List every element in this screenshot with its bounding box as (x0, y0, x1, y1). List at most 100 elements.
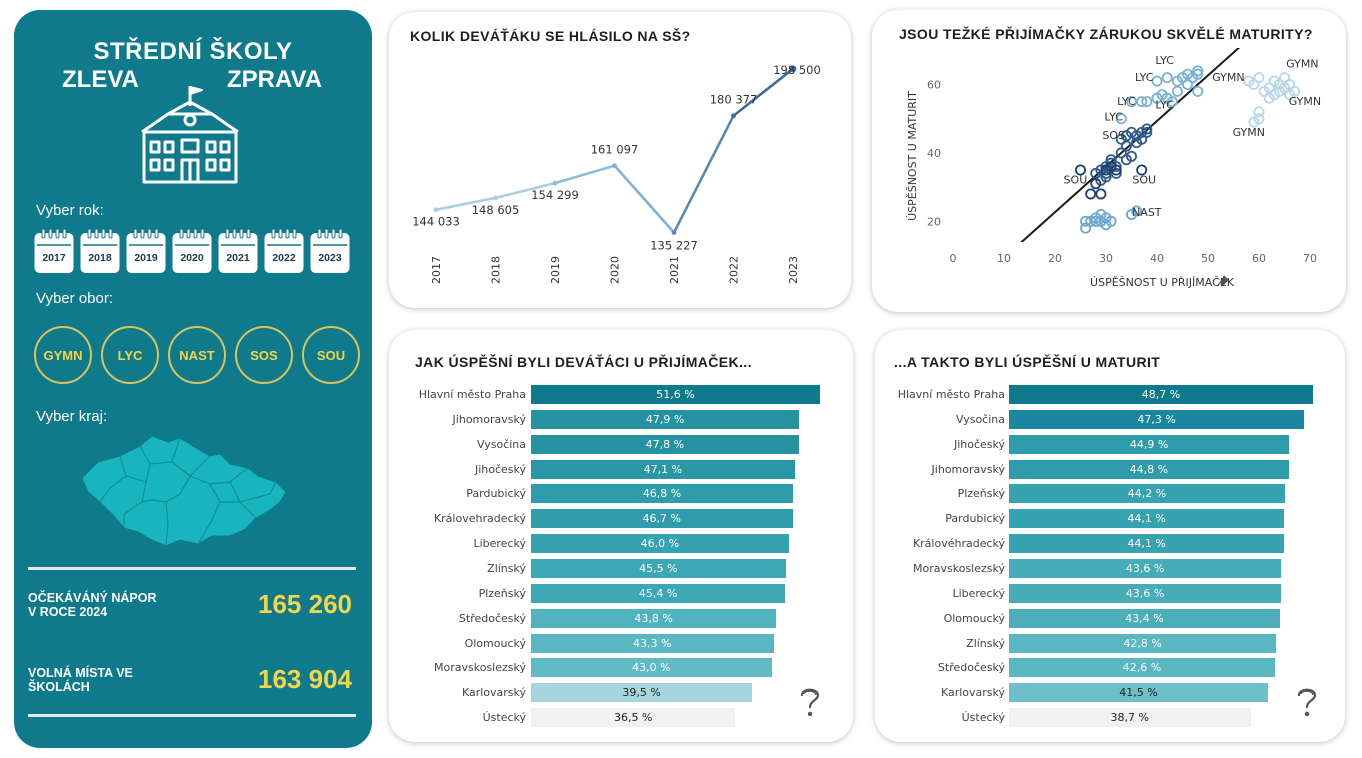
bar[interactable] (531, 409, 800, 429)
data-point[interactable] (671, 230, 677, 235)
scatter-point-sou[interactable] (1090, 178, 1102, 190)
year-button-2021[interactable]: 2021 (218, 228, 258, 274)
bar[interactable] (531, 434, 799, 454)
scatter-point-sos[interactable] (1090, 167, 1102, 179)
bar[interactable] (531, 509, 793, 529)
scatter-point-nast[interactable] (1090, 215, 1102, 227)
bar[interactable] (1009, 484, 1285, 504)
scatter-point-sos[interactable] (1100, 167, 1112, 179)
scatter-point-lyc[interactable] (1192, 65, 1204, 77)
scatter-point-nast[interactable] (1095, 208, 1107, 220)
scatter-point-lyc[interactable] (1166, 96, 1178, 108)
question-mark-icon[interactable] (798, 684, 822, 718)
scatter-point-gymn[interactable] (1289, 85, 1301, 97)
scatter-point-sou[interactable] (1095, 188, 1107, 200)
bar[interactable] (531, 633, 774, 653)
scatter-point-nast[interactable] (1080, 215, 1092, 227)
bar[interactable] (1009, 534, 1285, 554)
scatter-point-sou[interactable] (1136, 164, 1148, 176)
year-button-2023[interactable]: 2023 (310, 228, 350, 274)
bar[interactable] (1009, 683, 1269, 703)
scatter-point-gymn[interactable] (1248, 79, 1260, 91)
data-point[interactable] (552, 180, 558, 186)
bar[interactable] (1009, 633, 1277, 653)
divider (28, 567, 356, 570)
bar[interactable] (1009, 558, 1282, 578)
pin-icon[interactable] (1217, 275, 1229, 286)
scatter-point-sos[interactable] (1115, 147, 1127, 159)
bar[interactable] (531, 459, 795, 479)
obor-button-sou[interactable]: SOU (302, 326, 360, 384)
scatter-point-nast[interactable] (1080, 222, 1092, 234)
scatter-point-lyc[interactable] (1192, 85, 1204, 97)
scatter-point-sos[interactable] (1120, 140, 1132, 152)
obor-button-gymn[interactable]: GYMN (34, 326, 92, 384)
bar[interactable] (531, 658, 772, 678)
scatter-point-lyc[interactable] (1115, 113, 1127, 125)
bar[interactable] (531, 683, 753, 703)
scatter-point-lyc[interactable] (1182, 79, 1194, 91)
bar[interactable] (531, 534, 789, 554)
scatter-point-nast[interactable] (1131, 205, 1143, 217)
bar[interactable] (1009, 509, 1285, 529)
data-point[interactable] (433, 207, 439, 213)
bar[interactable] (1009, 459, 1289, 479)
bar[interactable] (531, 708, 736, 728)
scatter-point-gymn[interactable] (1253, 72, 1265, 84)
scatter-point-sos[interactable] (1105, 154, 1117, 166)
scatter-point-sou[interactable] (1110, 164, 1122, 176)
scatter-point-gymn[interactable] (1284, 79, 1296, 91)
scatter-point-sos[interactable] (1136, 133, 1148, 145)
czech-regions-map-icon[interactable] (80, 432, 292, 552)
scatter-point-gymn[interactable] (1278, 72, 1290, 84)
obor-button-sos[interactable]: SOS (235, 326, 293, 384)
scatter-point-sou[interactable] (1074, 164, 1086, 176)
scatter-point-sou[interactable] (1085, 188, 1097, 200)
scatter-point-gymn[interactable] (1263, 82, 1275, 94)
scatter-point-sos[interactable] (1110, 161, 1122, 173)
year-button-2018[interactable]: 2018 (80, 228, 120, 274)
scatter-point-lyc[interactable] (1141, 96, 1153, 108)
bar[interactable] (531, 558, 786, 578)
bar-value-label: 44,2 % (1127, 487, 1167, 501)
year-button-2019[interactable]: 2019 (126, 228, 166, 274)
scatter-point-lyc[interactable] (1125, 96, 1137, 108)
bar-category-label: Hlavní město Praha (418, 388, 526, 401)
data-point[interactable] (789, 65, 797, 73)
bar[interactable] (531, 484, 794, 504)
bar[interactable] (1009, 608, 1280, 628)
bar[interactable] (1009, 409, 1305, 429)
year-button-2022[interactable]: 2022 (264, 228, 304, 274)
scatter-point-nast[interactable] (1105, 215, 1117, 227)
year-button-2017[interactable]: 2017 (34, 228, 74, 274)
bar[interactable] (1009, 434, 1290, 454)
scatter-point-sos[interactable] (1100, 171, 1112, 183)
data-point[interactable] (612, 163, 617, 168)
bar-value-label: 42,8 % (1123, 636, 1162, 650)
data-point[interactable] (493, 195, 498, 201)
scatter-point-lyc[interactable] (1151, 92, 1163, 104)
data-point[interactable] (731, 113, 736, 119)
bar[interactable] (1009, 385, 1313, 404)
scatter-point-sos[interactable] (1125, 150, 1137, 162)
scatter-point-lyc[interactable] (1161, 72, 1173, 84)
scatter-point-sos[interactable] (1141, 123, 1153, 135)
scatter-point-lyc[interactable] (1171, 85, 1183, 97)
scatter-point-lyc[interactable] (1136, 96, 1148, 108)
scatter-point-sos[interactable] (1110, 167, 1122, 179)
scatter-point-gymn[interactable] (1248, 116, 1260, 128)
bar[interactable] (1009, 583, 1282, 603)
question-mark-icon[interactable] (1295, 684, 1319, 718)
scatter-point-sos[interactable] (1141, 126, 1153, 138)
scatter-point-lyc[interactable] (1192, 68, 1204, 80)
bar[interactable] (1009, 708, 1251, 728)
bar[interactable] (531, 583, 786, 603)
scatter-point-lyc[interactable] (1151, 75, 1163, 87)
obor-button-lyc[interactable]: LYC (101, 326, 159, 384)
obor-button-nast[interactable]: NAST (168, 326, 226, 384)
bar[interactable] (531, 385, 820, 404)
bar[interactable] (1009, 658, 1275, 678)
bar[interactable] (531, 608, 777, 628)
scatter-point-gymn[interactable] (1253, 106, 1265, 118)
year-button-2020[interactable]: 2020 (172, 228, 212, 274)
